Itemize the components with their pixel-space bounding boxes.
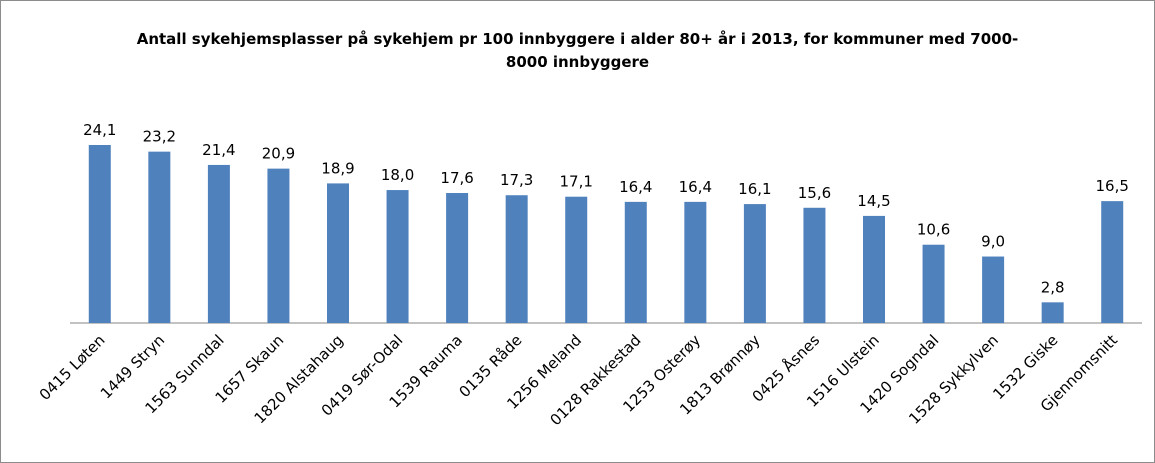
chart-title: Antall sykehjemsplasser på sykehjem pr 1… [136,30,1019,71]
value-label: 9,0 [981,233,1005,251]
value-label: 16,5 [1096,177,1129,195]
bar [743,204,766,323]
value-label: 16,4 [619,178,652,196]
value-label: 15,6 [798,184,831,202]
bar [684,201,707,323]
value-label: 17,1 [560,173,593,191]
value-label: 21,4 [202,141,235,159]
value-label: 14,5 [857,192,890,210]
value-label: 17,3 [500,171,533,189]
bar [803,207,826,323]
bar [267,168,290,323]
value-label: 2,8 [1041,278,1065,296]
bar [327,183,349,323]
bar [386,190,409,323]
bar [565,196,588,323]
bar [1041,302,1064,323]
value-label: 18,9 [321,159,354,177]
bar [446,193,469,323]
bar [207,164,230,323]
bar [1101,201,1124,323]
value-label: 16,1 [738,180,771,198]
bar [88,145,111,323]
value-label: 10,6 [917,221,950,239]
value-label: 16,4 [679,178,712,196]
bar [982,256,1005,323]
value-label: 17,6 [440,169,473,187]
value-label: 20,9 [262,145,295,163]
bar [624,201,647,323]
value-label: 24,1 [83,121,116,139]
value-label: 18,0 [381,166,414,184]
bar [922,244,945,323]
bar [505,195,528,323]
value-label: 23,2 [143,128,176,146]
x-tick-label: 0415 Løten [36,331,109,404]
bar [148,151,171,323]
bar [863,215,885,323]
